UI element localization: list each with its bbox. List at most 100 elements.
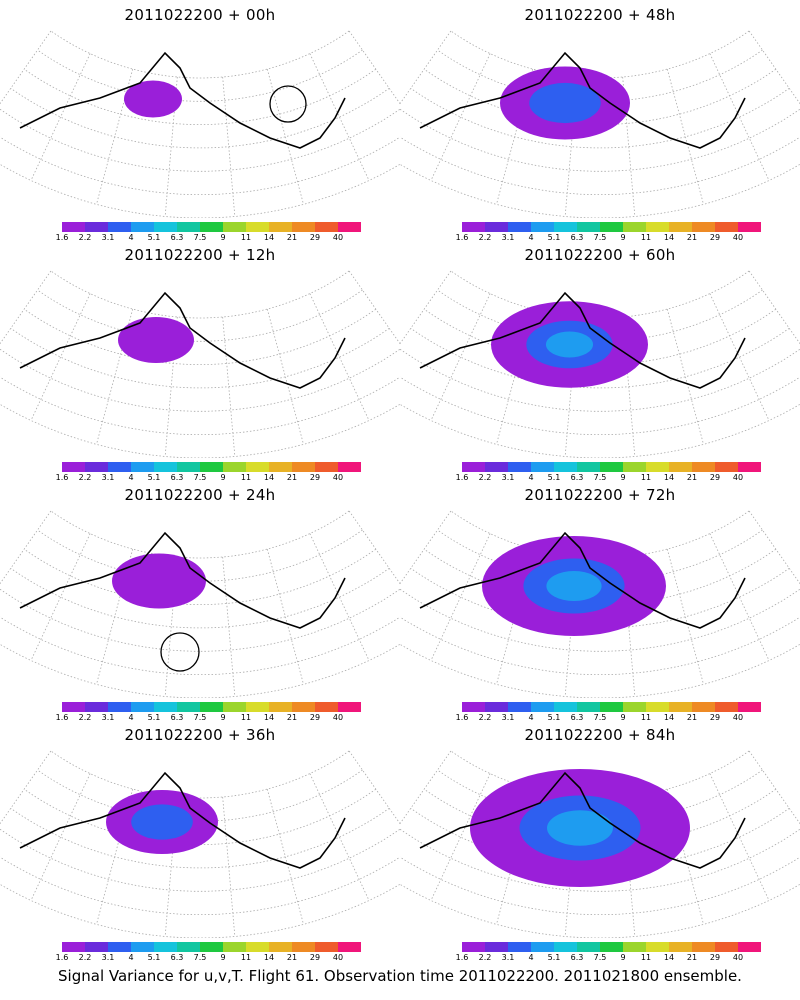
colorbar-swatch bbox=[669, 462, 692, 472]
latitude-line bbox=[23, 548, 377, 605]
coastline bbox=[19, 291, 346, 389]
latitude-line bbox=[0, 163, 400, 218]
colorbar-swatch bbox=[531, 222, 554, 232]
latitude-line bbox=[10, 567, 390, 629]
colorbar-tick-label: 9 bbox=[620, 233, 626, 242]
longitude-line bbox=[400, 510, 452, 585]
colorbar-swatch bbox=[646, 222, 669, 232]
colorbar bbox=[62, 462, 361, 472]
latitude-line bbox=[410, 807, 790, 869]
longitude-line bbox=[430, 53, 491, 181]
colorbar-swatch bbox=[131, 942, 154, 952]
colorbar-swatch bbox=[485, 702, 508, 712]
colorbar-swatch bbox=[531, 942, 554, 952]
colorbar-tick-label: 2.2 bbox=[78, 953, 92, 962]
colorbar-tick-label: 14 bbox=[663, 713, 675, 722]
colorbar-swatch bbox=[715, 942, 738, 952]
latitude-line bbox=[37, 289, 363, 342]
colorbar-swatch bbox=[531, 702, 554, 712]
colorbar-swatch bbox=[62, 702, 85, 712]
latitude-line bbox=[410, 87, 790, 149]
latitude-line bbox=[0, 856, 400, 915]
latitude-line bbox=[410, 567, 790, 629]
colorbar-tick-label: 14 bbox=[263, 473, 275, 482]
colorbar-swatch bbox=[292, 702, 315, 712]
latitude-line bbox=[50, 510, 350, 559]
colorbar-tick-label: 5.1 bbox=[547, 713, 561, 722]
variance-contour-outer bbox=[124, 80, 182, 118]
colorbar-swatch bbox=[292, 222, 315, 232]
colorbar-tick-label: 1.6 bbox=[55, 473, 69, 482]
colorbar-tick-label: 4 bbox=[128, 713, 134, 722]
longitude-line bbox=[709, 773, 770, 901]
colorbar-tick-label: 3.1 bbox=[101, 233, 115, 242]
colorbar-tick-label: 7.5 bbox=[193, 473, 207, 482]
colorbar-tick-label: 6.3 bbox=[570, 713, 584, 722]
map-panel: 2011022200 + 60h 1.6 2.2 3.1 4 5.1 6.3 7.5 9 11 14… bbox=[400, 240, 800, 482]
longitude-line bbox=[709, 293, 770, 421]
latitude-line bbox=[0, 136, 400, 195]
colorbar-tick-label: 2.2 bbox=[78, 473, 92, 482]
colorbar-swatch bbox=[62, 222, 85, 232]
latitude-line bbox=[423, 548, 777, 605]
panel-title: 2011022200 + 84h bbox=[524, 726, 676, 744]
colorbar-tick-label: 11 bbox=[240, 713, 252, 722]
longitude-line bbox=[622, 316, 636, 457]
colorbar-swatch bbox=[485, 942, 508, 952]
colorbar-tick-label: 2.2 bbox=[478, 233, 492, 242]
colorbar-tick-label: 7.5 bbox=[193, 713, 207, 722]
map-panel: 2011022200 + 12h 1.6 2.2 3.1 4 5.1 6.3 7.5 9 11 14… bbox=[0, 240, 400, 482]
colorbar-tick-label: 1.6 bbox=[455, 953, 469, 962]
colorbar-tick-label: 4 bbox=[528, 953, 534, 962]
colorbar-swatch bbox=[338, 222, 361, 232]
polar-map bbox=[0, 510, 400, 698]
colorbar-tick-label: 5.1 bbox=[147, 713, 161, 722]
polar-map bbox=[400, 270, 800, 458]
panel-title: 2011022200 + 00h bbox=[124, 6, 276, 24]
colorbar-swatch bbox=[600, 222, 623, 232]
colorbar-tick-label: 14 bbox=[663, 953, 675, 962]
latitude-line bbox=[10, 327, 390, 389]
latitude-line bbox=[37, 769, 363, 822]
polar-map bbox=[0, 750, 400, 938]
colorbar-swatch bbox=[600, 702, 623, 712]
colorbar-tick-label: 11 bbox=[240, 473, 252, 482]
longitude-line bbox=[222, 76, 236, 217]
longitude-line bbox=[96, 69, 134, 205]
colorbar-tick-label: 29 bbox=[309, 953, 321, 962]
colorbar-tick-label: 40 bbox=[732, 713, 744, 722]
polar-map bbox=[400, 510, 800, 698]
colorbar-tick-label: 9 bbox=[220, 233, 226, 242]
latitude-line bbox=[23, 68, 377, 125]
colorbar-tick-label: 2.2 bbox=[478, 473, 492, 482]
latitude-line bbox=[37, 529, 363, 582]
colorbar-swatch bbox=[177, 462, 200, 472]
colorbar-swatch bbox=[246, 462, 269, 472]
colorbar-swatch bbox=[692, 702, 715, 712]
variance-contour-inner bbox=[545, 331, 594, 358]
longitude-line bbox=[622, 556, 636, 697]
colorbar-labels: 1.6 2.2 3.1 4 5.1 6.3 7.5 9 11 14 21 29 40 bbox=[453, 953, 773, 963]
longitude-line bbox=[222, 316, 236, 457]
colorbar-swatch bbox=[315, 462, 338, 472]
colorbar-swatch bbox=[269, 222, 292, 232]
colorbar-tick-label: 21 bbox=[686, 713, 698, 722]
latitude-line bbox=[0, 403, 400, 458]
colorbar-swatch bbox=[85, 942, 108, 952]
longitude-line bbox=[348, 750, 400, 825]
polar-map bbox=[400, 30, 800, 218]
colorbar-tick-label: 40 bbox=[332, 953, 344, 962]
colorbar-tick-label: 9 bbox=[620, 473, 626, 482]
colorbar-swatch bbox=[669, 222, 692, 232]
longitude-line bbox=[666, 549, 704, 685]
colorbar-tick-label: 3.1 bbox=[501, 713, 515, 722]
latitude-line bbox=[450, 30, 750, 79]
panel-title: 2011022200 + 48h bbox=[524, 6, 676, 24]
colorbar-tick-label: 5.1 bbox=[547, 473, 561, 482]
panel-title: 2011022200 + 60h bbox=[524, 246, 676, 264]
latitude-line bbox=[0, 616, 400, 675]
colorbar-swatch bbox=[269, 942, 292, 952]
longitude-line bbox=[748, 750, 800, 825]
latitude-line bbox=[0, 883, 400, 938]
colorbar-tick-label: 5.1 bbox=[147, 953, 161, 962]
